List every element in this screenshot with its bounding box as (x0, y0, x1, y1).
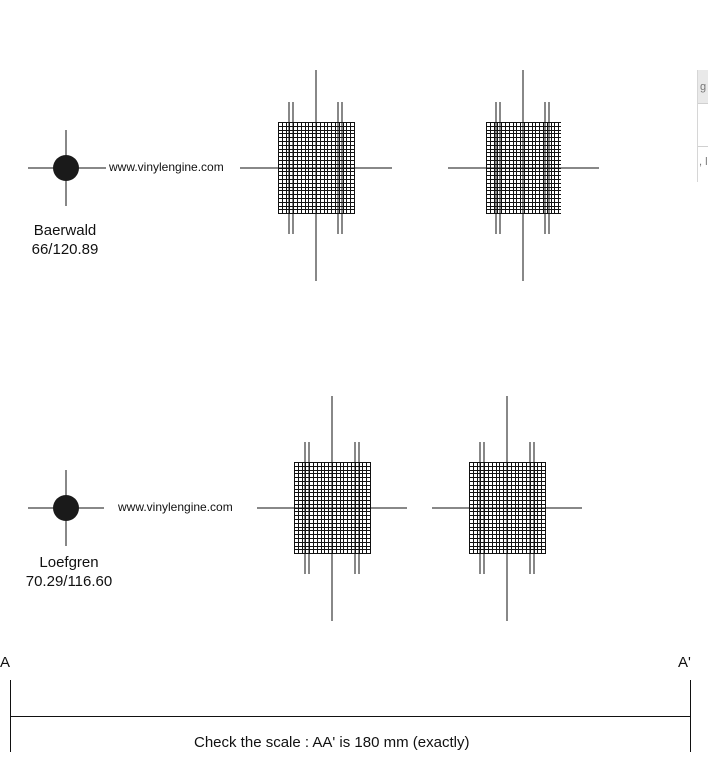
side-panel-text: , l (699, 156, 708, 168)
baerwald-url-label: www.vinylengine.com (106, 160, 227, 174)
scale-end-label: A' (678, 654, 691, 671)
side-panel-fragment[interactable]: g , l (697, 70, 708, 182)
baerwald-geometry-label: 66/120.89 (15, 240, 115, 259)
scale-start-label: A (0, 654, 11, 671)
loefgren-url-label: www.vinylengine.com (115, 500, 236, 514)
loefgren-geometry-label: 70.29/116.60 (9, 572, 129, 591)
baerwald-spindle-dot (53, 155, 79, 181)
scale-caption: Check the scale : AA' is 180 mm (exactly… (194, 734, 470, 751)
loefgren-spindle-dot (53, 495, 79, 521)
side-panel-body (698, 104, 708, 147)
baerwald-name-label: Baerwald (15, 221, 115, 240)
side-panel-tab[interactable]: g (698, 70, 708, 104)
loefgren-name-label: Loefgren (9, 553, 129, 572)
